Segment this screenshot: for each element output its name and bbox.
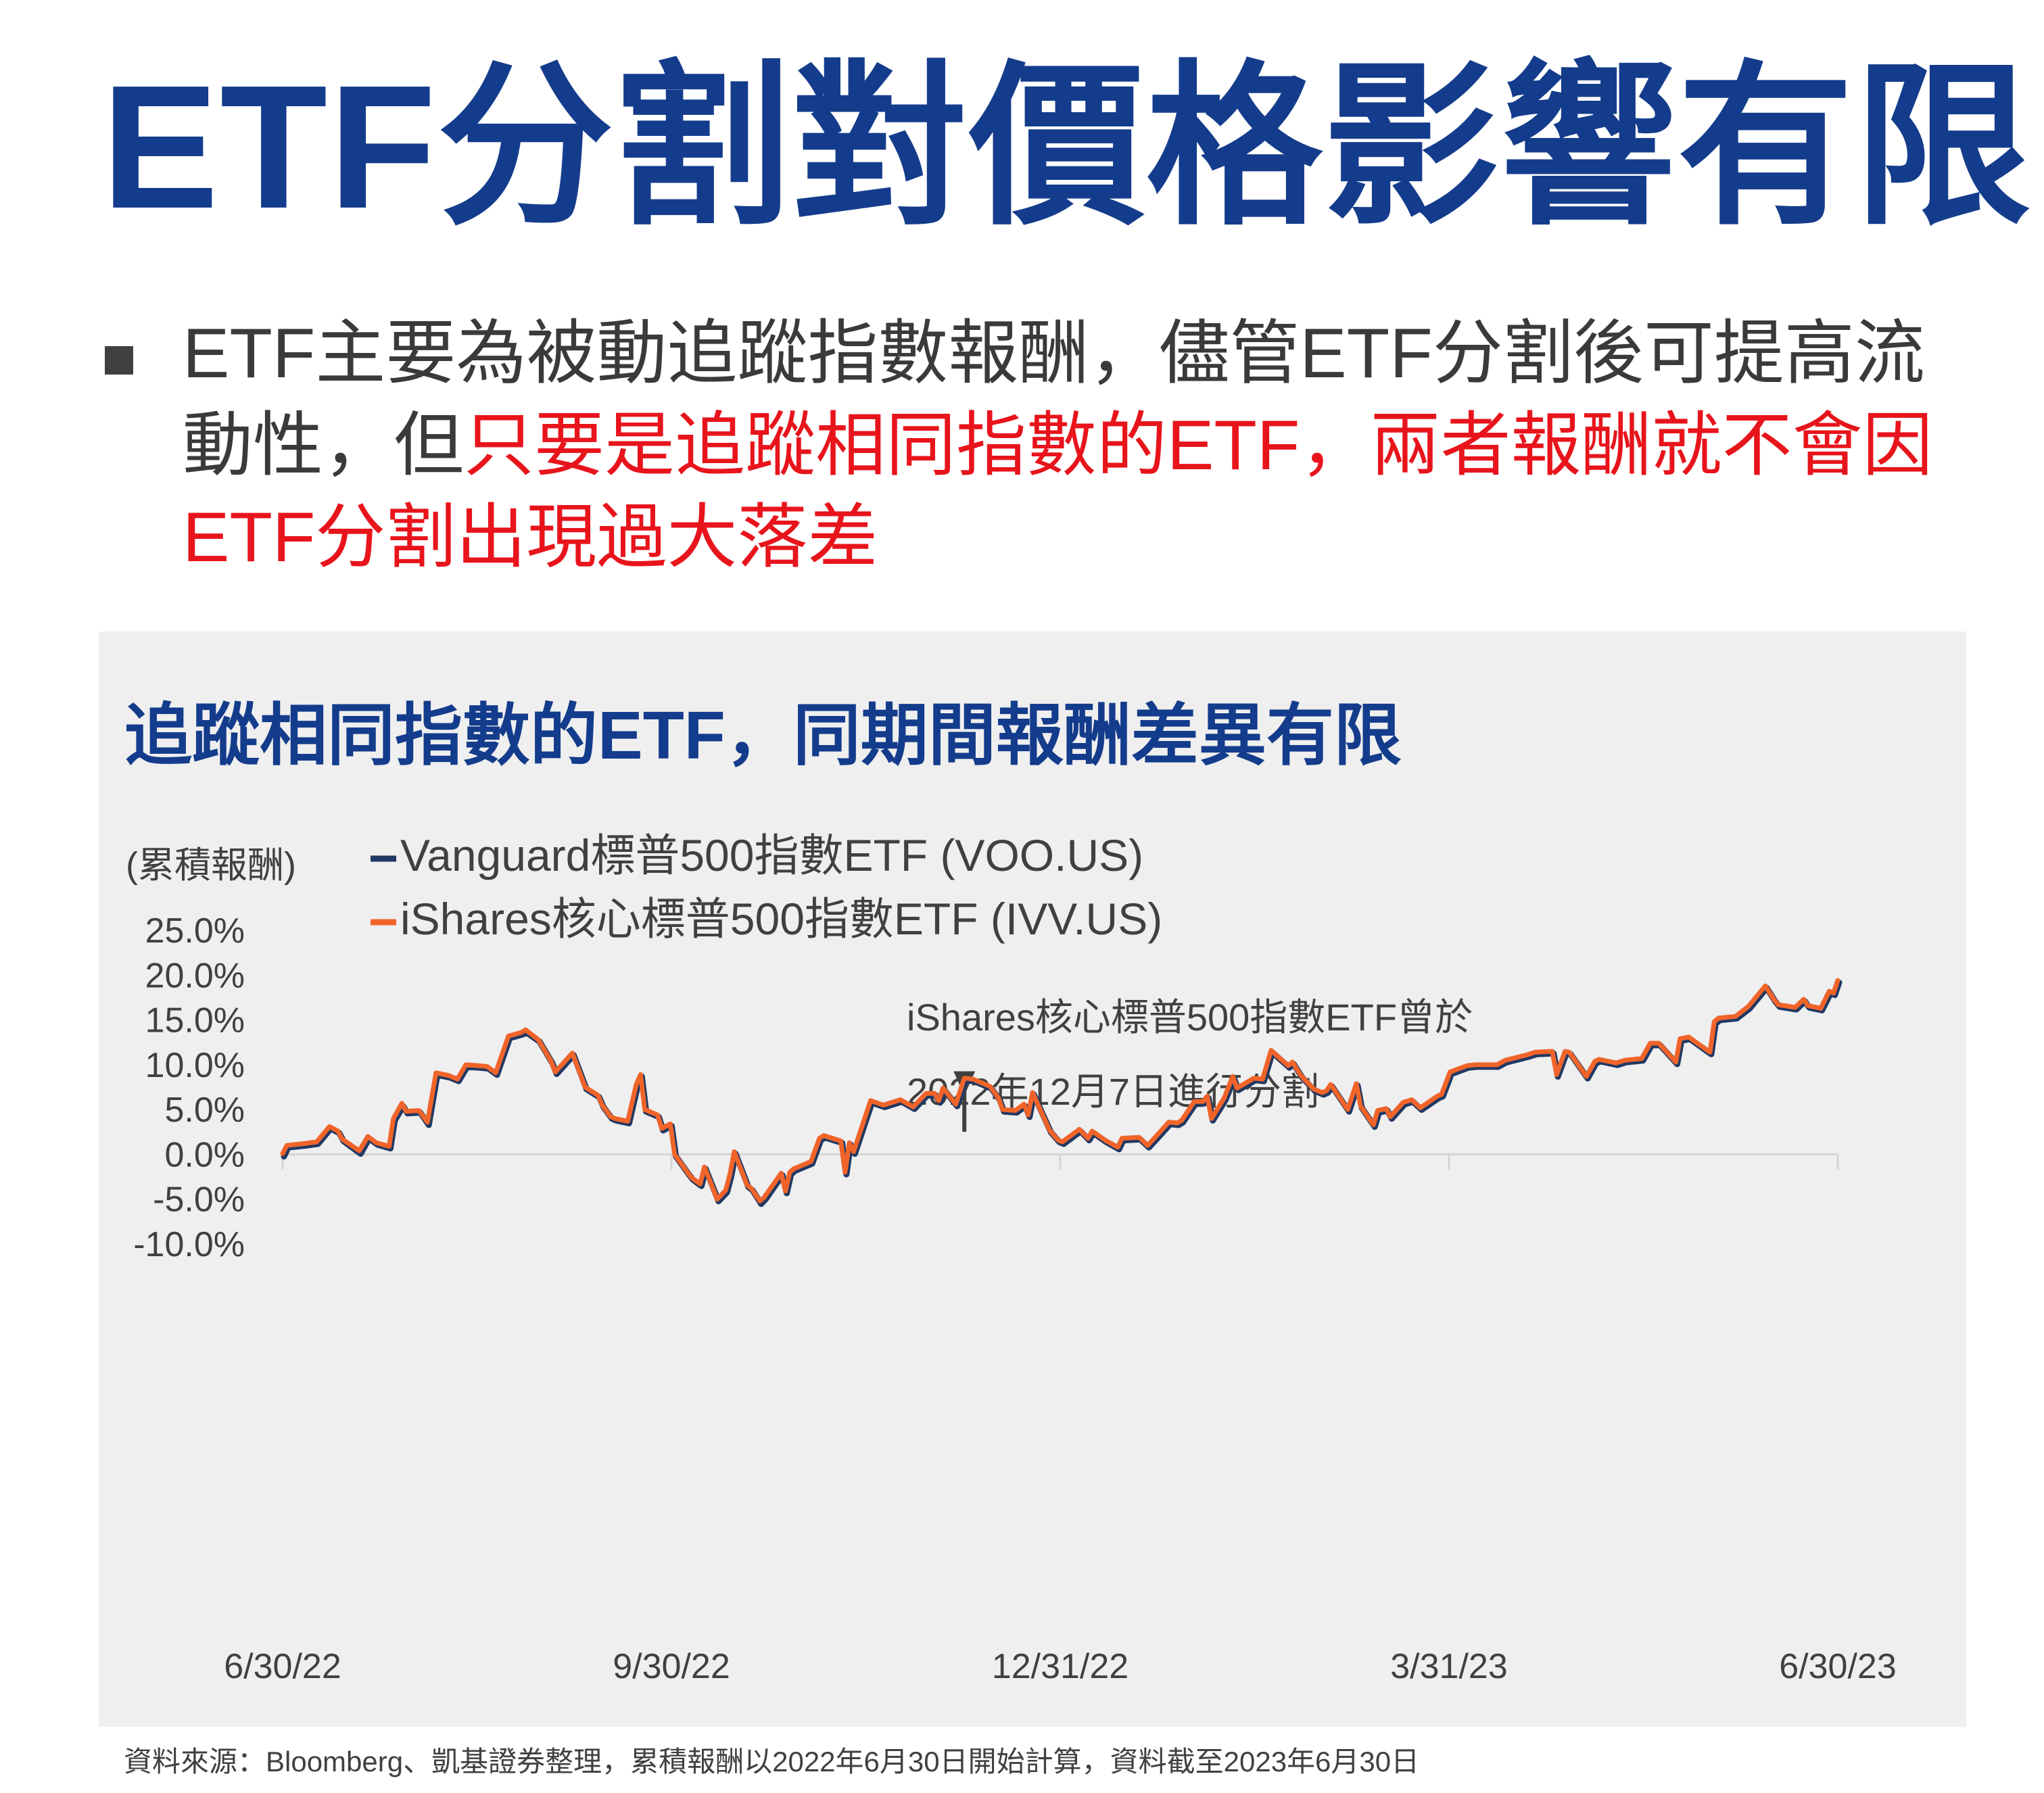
legend-label: iShares核心標普500指數ETF (IVV.US) <box>400 894 1162 944</box>
source-note: 資料來源：Bloomberg、凱基證券整理，累積報酬以2022年6月30日開始計… <box>124 1746 1420 1777</box>
y-tick-label: 10.0% <box>145 1046 245 1085</box>
legend-label: Vanguard標普500指數ETF (VOO.US) <box>400 830 1143 880</box>
y-tick-label: 20.0% <box>145 956 245 995</box>
series-layer <box>280 978 1843 1208</box>
y-tick-label: 25.0% <box>145 911 245 951</box>
x-tick-label: 6/30/23 <box>1779 1647 1897 1686</box>
bullet-text: ETF主要為被動追蹤指數報酬，儘管ETF分割後可提高流動性，但只要是追蹤相同指數… <box>183 308 1995 583</box>
split-annotation: iShares核心標普500指數ETF曾於 2022年12月7日進行分割 <box>907 996 1473 1132</box>
page-title: ETF分割對價格影響有限 <box>101 49 2033 245</box>
chart-title: 追蹤相同指數的ETF，同期間報酬差異有限 <box>124 698 1402 773</box>
chart-panel: 追蹤相同指數的ETF，同期間報酬差異有限 (累積報酬) 25.0% 20.0% 15… <box>99 631 1966 1727</box>
x-axis: 6/30/22 9/30/22 12/31/22 3/31/23 6/30/23 <box>224 1153 1897 1686</box>
x-tick-label: 6/30/22 <box>224 1647 341 1686</box>
annotation-text: iShares核心標普500指數ETF曾於 <box>907 996 1473 1038</box>
x-tick-label: 12/31/22 <box>992 1647 1128 1686</box>
bullet-text-highlight: 只要是追蹤相同指數的ETF，兩者報酬就不會因ETF分割出現過大落差 <box>183 406 1933 577</box>
x-tick-label: 3/31/23 <box>1390 1647 1508 1686</box>
y-axis-ticks: 25.0% 20.0% 15.0% 10.0% 5.0% 0.0% -5.0% -10.0% <box>133 911 245 1264</box>
bullet-square-icon <box>105 346 133 375</box>
y-tick-label: -10.0% <box>133 1225 245 1264</box>
x-tick-label: 9/30/22 <box>613 1647 730 1686</box>
chart-legend: Vanguard標普500指數ETF (VOO.US) iShares核心標普50… <box>371 830 1162 944</box>
y-tick-label: -5.0% <box>153 1180 245 1220</box>
y-tick-label: 0.0% <box>164 1135 245 1174</box>
line-chart: (累積報酬) 25.0% 20.0% 15.0% 10.0% 5.0% 0.0% -5.0%… <box>126 830 1897 1686</box>
y-axis-label: (累積報酬) <box>126 845 296 886</box>
bullet-text-normal: ETF主要為被動追蹤指數報酬，儘管ETF分割後可提高流動性，但 <box>183 314 1925 485</box>
y-tick-label: 15.0% <box>145 1001 245 1041</box>
series-line-ivv <box>280 978 1840 1203</box>
annotation-text: 2022年12月7日進行分割 <box>907 1070 1319 1113</box>
y-tick-label: 5.0% <box>164 1091 245 1130</box>
